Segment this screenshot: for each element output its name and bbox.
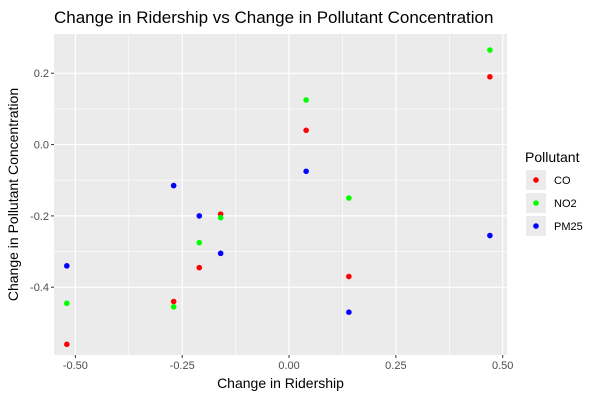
y-tick-label: 0.0: [34, 140, 49, 152]
point-co: [170, 298, 177, 305]
legend-label-no2: NO2: [554, 198, 577, 210]
x-tick-label: -0.25: [170, 360, 195, 372]
x-tick-label: 0.50: [492, 360, 513, 372]
y-tick-label: 0.2: [34, 68, 49, 80]
legend-marker-pm25: [533, 223, 539, 229]
x-tick-label: -0.50: [63, 360, 88, 372]
legend-title: Pollutant: [525, 149, 580, 165]
data-points: [64, 47, 493, 348]
y-tick-label: -0.4: [30, 282, 49, 294]
point-pm25: [487, 232, 493, 239]
legend-label-pm25: PM25: [554, 221, 583, 233]
x-tick-label: 0.00: [278, 360, 299, 372]
point-pm25: [217, 250, 224, 257]
point-pm25: [303, 168, 309, 175]
point-pm25: [196, 213, 203, 219]
point-pm25: [346, 309, 352, 316]
legend-marker-co: [533, 177, 539, 183]
x-axis: -0.50 -0.25 0.00 0.25 0.50: [63, 355, 513, 372]
plot-panel: [54, 34, 507, 355]
y-tick-label: -0.2: [30, 211, 49, 223]
point-no2: [170, 304, 177, 310]
point-no2: [64, 300, 70, 307]
legend-label-co: CO: [554, 175, 571, 187]
chart-title: Change in Ridership vs Change in Polluta…: [54, 8, 493, 27]
grid-lines: [54, 34, 507, 355]
point-co: [346, 273, 352, 280]
point-no2: [217, 214, 224, 221]
point-co: [487, 74, 493, 80]
point-no2: [196, 239, 203, 246]
point-co: [303, 127, 309, 134]
point-pm25: [64, 263, 70, 269]
point-co: [64, 341, 70, 348]
legend-marker-no2: [533, 200, 539, 206]
legend: Pollutant CO NO2 PM25: [525, 149, 583, 236]
y-axis-title: Change in Pollutant Concentration: [5, 88, 21, 301]
point-pm25: [170, 182, 177, 189]
x-tick-label: 0.25: [385, 360, 406, 372]
point-no2: [346, 195, 352, 201]
point-no2: [487, 47, 493, 53]
point-no2: [303, 97, 309, 103]
x-axis-title: Change in Ridership: [217, 375, 344, 391]
point-co: [196, 264, 203, 271]
y-axis: 0.2 0.0 -0.2 -0.4: [30, 68, 54, 294]
